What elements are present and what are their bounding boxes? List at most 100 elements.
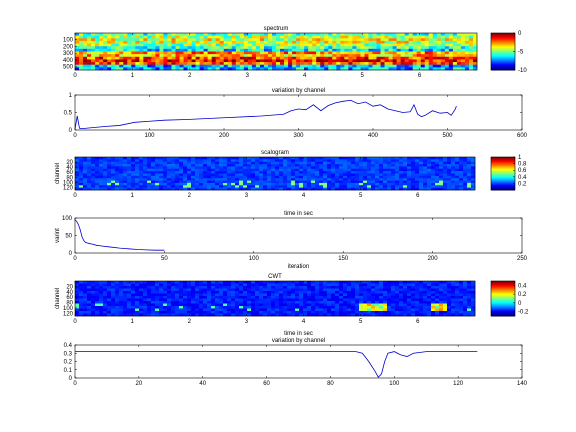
heatmap-cell bbox=[95, 288, 100, 292]
heatmap-cell bbox=[175, 306, 180, 309]
heatmap-cell bbox=[311, 281, 316, 284]
heatmap-cell bbox=[211, 301, 216, 304]
heatmap-cell bbox=[115, 173, 120, 177]
heatmap-cell bbox=[291, 311, 296, 314]
heatmap-cell bbox=[348, 46, 353, 50]
heatmap-cell bbox=[131, 48, 136, 52]
heatmap-cell bbox=[107, 301, 112, 304]
heatmap-cell bbox=[380, 35, 385, 39]
heatmap-cell bbox=[79, 48, 84, 52]
heatmap-cell bbox=[95, 293, 100, 297]
heatmap-cell bbox=[404, 54, 409, 58]
heatmap-cell bbox=[147, 187, 152, 191]
heatmap-cell bbox=[291, 301, 296, 304]
heatmap-cell bbox=[183, 51, 188, 55]
heatmap-cell bbox=[468, 59, 474, 63]
heatmap-cell bbox=[227, 286, 232, 289]
heatmap-cell bbox=[211, 56, 216, 60]
colorbar-cell bbox=[491, 51, 515, 53]
heatmap-cell bbox=[396, 64, 401, 68]
heatmap-cell bbox=[267, 171, 272, 174]
heatmap-cell bbox=[95, 35, 100, 39]
heatmap-cell bbox=[199, 180, 204, 184]
colorbar-cell bbox=[491, 54, 515, 56]
heatmap-cell bbox=[143, 293, 148, 297]
heatmap-cell bbox=[267, 64, 273, 68]
heatmap-cell bbox=[364, 40, 369, 44]
heatmap-cell bbox=[199, 48, 204, 52]
heatmap-cell bbox=[107, 180, 112, 184]
colorbar-cell bbox=[491, 312, 515, 314]
heatmap-cell bbox=[115, 288, 120, 292]
y-tick-label: 0.4 bbox=[64, 343, 73, 349]
heatmap-cell bbox=[379, 288, 384, 292]
heatmap-cell bbox=[267, 175, 272, 179]
heatmap-cell bbox=[391, 173, 396, 177]
colorbar-cell bbox=[491, 187, 515, 189]
heatmap-cell bbox=[171, 296, 176, 299]
heatmap-cell bbox=[211, 291, 216, 294]
heatmap-cell bbox=[348, 56, 353, 60]
heatmap-cell bbox=[443, 178, 448, 181]
heatmap-cell bbox=[283, 168, 288, 172]
heatmap-cell bbox=[119, 187, 124, 191]
heatmap-cell bbox=[155, 62, 160, 66]
heatmap-cell bbox=[419, 180, 424, 184]
heatmap-cell bbox=[131, 175, 136, 179]
heatmap-cell bbox=[75, 308, 80, 312]
heatmap-cell bbox=[367, 311, 372, 314]
heatmap-cell bbox=[179, 33, 184, 36]
heatmap-cell bbox=[375, 293, 380, 297]
heatmap-cell bbox=[267, 301, 272, 304]
heatmap-cell bbox=[271, 56, 277, 60]
heatmap-cell bbox=[359, 187, 364, 191]
heatmap-cell bbox=[131, 281, 136, 284]
heatmap-cell bbox=[424, 64, 430, 68]
heatmap-cell bbox=[271, 301, 276, 304]
heatmap-cell bbox=[167, 67, 172, 71]
heatmap-cell bbox=[343, 293, 348, 297]
heatmap-cell bbox=[107, 35, 112, 39]
heatmap-cell bbox=[304, 48, 309, 52]
heatmap-cell bbox=[332, 62, 337, 66]
heatmap-cell bbox=[300, 62, 305, 66]
heatmap-cell bbox=[335, 313, 340, 317]
heatmap-cell bbox=[375, 166, 380, 170]
heatmap-cell bbox=[356, 46, 361, 50]
heatmap-cell bbox=[363, 185, 368, 188]
heatmap-cell bbox=[463, 187, 468, 191]
heatmap-cell bbox=[187, 178, 192, 181]
heatmap-cell bbox=[199, 291, 204, 294]
heatmap-cell bbox=[131, 303, 136, 307]
heatmap-cell bbox=[467, 159, 472, 163]
heatmap-cell bbox=[435, 178, 440, 181]
heatmap-cell bbox=[111, 311, 116, 314]
heatmap-cell bbox=[271, 59, 277, 63]
colorbar-cell bbox=[491, 300, 515, 302]
heatmap-cell bbox=[223, 303, 228, 307]
heatmap-cell bbox=[404, 67, 409, 71]
heatmap-cell bbox=[363, 313, 368, 317]
heatmap-cell bbox=[159, 291, 164, 294]
heatmap-cell bbox=[296, 43, 301, 47]
heatmap-cell bbox=[203, 171, 208, 174]
heatmap-cell bbox=[183, 308, 188, 312]
heatmap-cell bbox=[167, 48, 172, 52]
heatmap-cell bbox=[107, 311, 112, 314]
heatmap-cell bbox=[175, 164, 180, 167]
heatmap-cell bbox=[304, 59, 309, 63]
heatmap-cell bbox=[328, 40, 333, 44]
heatmap-cell bbox=[312, 51, 317, 55]
heatmap-cell bbox=[235, 182, 240, 186]
heatmap-cell bbox=[395, 281, 400, 284]
heatmap-cell bbox=[400, 33, 405, 36]
heatmap-cell bbox=[300, 51, 305, 55]
heatmap-cell bbox=[191, 48, 196, 52]
heatmap-cell bbox=[428, 40, 434, 44]
heatmap-cell bbox=[336, 59, 341, 63]
heatmap-cell bbox=[231, 311, 236, 314]
heatmap-cell bbox=[287, 166, 292, 170]
heatmap-cell bbox=[183, 171, 188, 174]
heatmap-cell bbox=[339, 180, 344, 184]
heatmap-cell bbox=[151, 51, 156, 55]
